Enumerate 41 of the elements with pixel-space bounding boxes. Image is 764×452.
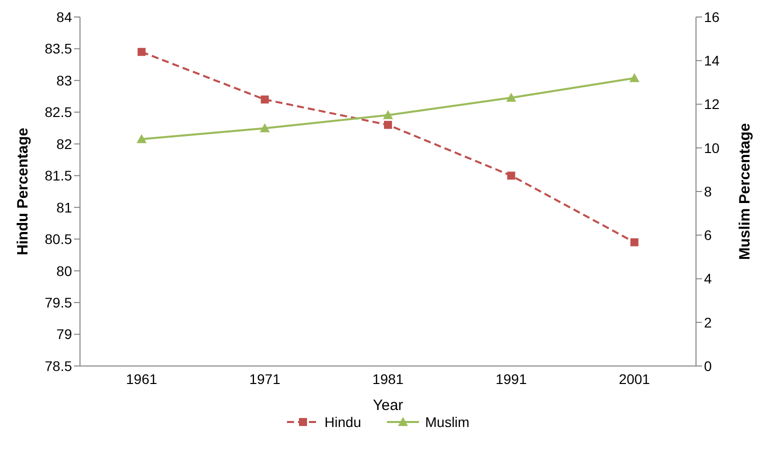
y-tick-label: 79.5: [44, 294, 72, 311]
y-tick-label: 84: [56, 8, 72, 25]
y-tick-label: 80.5: [44, 231, 72, 248]
point: [507, 172, 516, 180]
legend-label: Hindu: [324, 414, 362, 430]
y2-axis-title: Muslim Percentage: [736, 123, 754, 260]
y-tick-label: 83: [56, 72, 72, 88]
y-tick-label: 81.5: [44, 168, 72, 184]
x-tick-label: 1991: [496, 370, 527, 387]
legend-label: Muslim: [425, 414, 470, 430]
x-axis-title: Year: [372, 397, 404, 414]
y-tick-label: 83.5: [44, 40, 72, 57]
point: [136, 134, 147, 144]
y2-tick-label: 16: [704, 8, 720, 25]
y2-tick-label: 10: [704, 140, 720, 156]
y-tick-label: 82: [56, 136, 72, 152]
y2-tick-label: 8: [704, 183, 712, 200]
y-axis-title: Hindu Percentage: [14, 128, 32, 256]
y-tick-label: 82.5: [44, 104, 72, 120]
point: [260, 123, 270, 132]
y-tick-label: 81: [56, 199, 72, 216]
point: [629, 73, 640, 82]
y2-tick-label: 0: [704, 358, 712, 374]
y2-tick-label: 4: [704, 270, 712, 287]
point: [260, 95, 269, 104]
y-tick-label: 78.5: [44, 358, 72, 374]
point: [506, 92, 516, 102]
x-tick-label: 1971: [249, 370, 281, 387]
x-tick-label: 1961: [126, 370, 158, 387]
y2-tick-label: 2: [704, 314, 712, 330]
point: [630, 238, 638, 246]
y-tick-label: 80: [56, 262, 72, 279]
x-tick-label: 2001: [618, 370, 650, 387]
point: [138, 48, 146, 56]
y2-tick-label: 6: [704, 227, 712, 244]
y2-tick-label: 12: [704, 96, 720, 112]
y-tick-label: 79: [56, 326, 72, 342]
point: [384, 120, 392, 129]
point: [383, 110, 393, 120]
x-tick-label: 1981: [372, 370, 404, 387]
y2-tick-label: 14: [704, 52, 720, 69]
